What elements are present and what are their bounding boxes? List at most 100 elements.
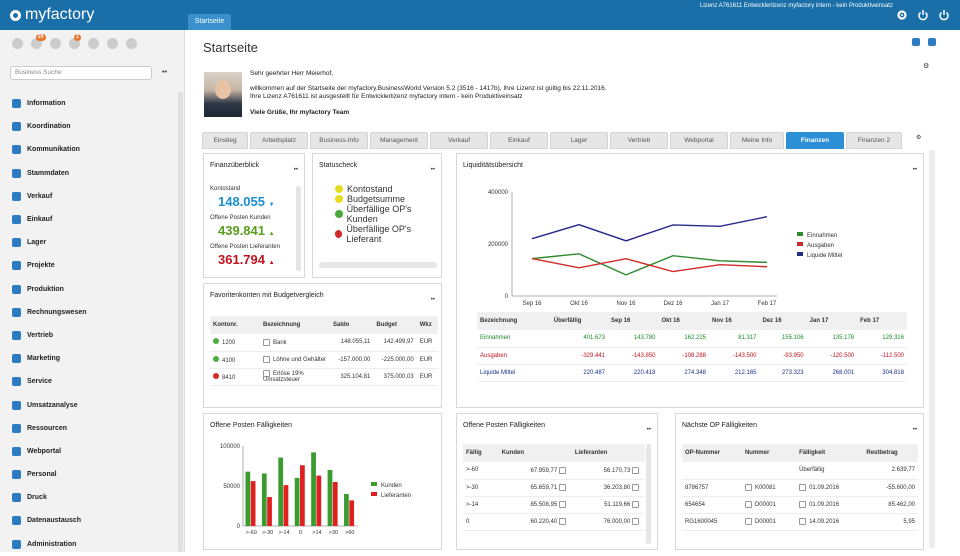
table-row[interactable]: >-60 67.959,77 56.170,73 <box>463 462 645 480</box>
sidebar-item-webportal[interactable]: Webportal <box>0 440 178 463</box>
tab-vertrieb[interactable]: Vertrieb <box>610 132 668 149</box>
detail-icon[interactable] <box>744 517 752 525</box>
panel-scrollbar[interactable] <box>296 186 301 271</box>
detail-icon[interactable] <box>263 369 270 377</box>
business-search-input[interactable]: Business Suche <box>10 66 152 80</box>
app-logo[interactable]: myfactory <box>10 6 94 24</box>
col-header[interactable]: Budget <box>373 316 417 334</box>
sidebar-item-vertrieb[interactable]: Vertrieb <box>0 324 178 347</box>
sidebar-item-datenaustausch[interactable]: Datenaustausch <box>0 509 178 532</box>
panel-scrollbar-horizontal[interactable] <box>319 262 437 268</box>
detail-icon[interactable] <box>632 483 639 491</box>
tab-einstieg[interactable]: Einstieg <box>202 132 248 149</box>
detail-icon[interactable] <box>799 500 807 508</box>
col-header[interactable]: Restbetrag <box>863 444 918 462</box>
sidebar-item-umsatzanalyse[interactable]: Umsatzanalyse <box>0 393 178 416</box>
col-header[interactable]: Fälligkeit <box>796 444 864 462</box>
col-header[interactable]: Bezeichnung <box>477 312 551 330</box>
sidebar-scrollbar[interactable] <box>178 92 183 552</box>
power-icon[interactable] <box>917 9 929 21</box>
sidebar-item-projekte[interactable]: Projekte <box>0 254 178 277</box>
tab-management[interactable]: Management <box>370 132 428 149</box>
sidebar-item-administration[interactable]: Administration <box>0 533 178 556</box>
settings-icon[interactable] <box>107 38 118 49</box>
collapse-icon[interactable] <box>126 38 137 49</box>
tab-startseite[interactable]: Startseite <box>188 14 231 30</box>
sidebar-item-ressourcen[interactable]: Ressourcen <box>0 417 178 440</box>
col-header[interactable]: Bezeichnung <box>260 316 330 334</box>
col-header[interactable]: Lieferanten <box>571 444 645 462</box>
search-options-icon[interactable]: •• <box>162 69 167 76</box>
tab-meine-info[interactable]: Meine Info <box>730 132 784 149</box>
sidebar-item-rechnungswesen[interactable]: Rechnungswesen <box>0 301 178 324</box>
sidebar-item-produktion[interactable]: Produktion <box>0 278 178 301</box>
tab-business-info[interactable]: Business-Info <box>310 132 368 149</box>
col-header[interactable]: Jan 17 <box>806 312 858 330</box>
col-header[interactable]: Kunden <box>498 444 572 462</box>
table-row[interactable]: Überfällig 2.639,77 <box>682 462 918 480</box>
tab-lager[interactable]: Lager <box>550 132 608 149</box>
tasks-icon[interactable]: 2 <box>69 34 81 49</box>
info-icon[interactable] <box>88 38 99 49</box>
col-header[interactable]: Überfällig <box>550 312 609 330</box>
sidebar-item-druck[interactable]: Druck <box>0 486 178 509</box>
panel-scrollbar[interactable] <box>646 444 651 544</box>
detail-icon[interactable] <box>799 517 807 525</box>
sidebar-item-verkauf[interactable]: Verkauf <box>0 185 178 208</box>
col-header[interactable]: Dez 16 <box>759 312 807 330</box>
detail-icon[interactable] <box>632 500 639 508</box>
col-header[interactable]: Saldo <box>330 316 374 334</box>
tab-arbeitsplatz[interactable]: Arbeitsplatz <box>250 132 308 149</box>
tab-finanzen[interactable]: Finanzen <box>786 132 844 149</box>
sidebar-item-information[interactable]: Information <box>0 92 178 115</box>
sidebar-item-koordination[interactable]: Koordination <box>0 115 178 138</box>
tab-einkauf[interactable]: Einkauf <box>490 132 548 149</box>
panel-settings-icon[interactable]: •• <box>430 167 435 173</box>
sidebar-item-kommunikation[interactable]: Kommunikation <box>0 138 178 161</box>
sidebar-item-einkauf[interactable]: Einkauf <box>0 208 178 231</box>
detail-icon[interactable] <box>558 500 566 508</box>
detail-icon[interactable] <box>632 466 639 474</box>
detail-icon[interactable] <box>799 483 807 491</box>
table-row[interactable]: 0 60.220,40 76.000,00 <box>463 513 645 531</box>
panel-settings-icon[interactable]: •• <box>912 167 917 173</box>
tab-options-icon[interactable]: ⚙ <box>916 135 922 141</box>
col-header[interactable]: Sep 16 <box>608 312 659 330</box>
detail-icon[interactable] <box>558 466 566 474</box>
table-row[interactable]: 8410 Erlöse 19% Umsatzsteuer 325.104,81 375… <box>210 368 438 386</box>
table-row[interactable]: Einnahmen 401.673 143.780 162.225 81.317 155.… <box>477 330 907 348</box>
col-header[interactable]: Feb 17 <box>857 312 907 330</box>
tab-finanzen-2[interactable]: Finanzen 2 <box>846 132 902 149</box>
sidebar-item-lager[interactable]: Lager <box>0 231 178 254</box>
sidebar-item-personal[interactable]: Personal <box>0 463 178 486</box>
table-row[interactable]: 1200 Bank 148.055,11 142.499,97 EUR <box>210 334 438 352</box>
sidebar-item-stammdaten[interactable]: Stammdaten <box>0 162 178 185</box>
table-row[interactable]: RG1600045 D00001 14.09.2016 5,95 <box>682 513 918 531</box>
help-icon[interactable] <box>928 38 936 46</box>
bell-icon[interactable] <box>12 38 23 49</box>
detail-icon[interactable] <box>263 355 270 363</box>
table-row[interactable]: Ausgaben -329.441 -143.850 -108.288 -143.500… <box>477 347 907 365</box>
col-header[interactable]: OP-Nummer <box>682 444 742 462</box>
table-row[interactable]: >-30 65.659,71 36.203,80 <box>463 479 645 497</box>
panel-settings-icon[interactable]: •• <box>912 427 917 433</box>
col-header[interactable]: Nov 16 <box>709 312 760 330</box>
col-header[interactable]: Nummer <box>741 444 797 462</box>
detail-icon[interactable] <box>558 483 566 491</box>
table-row[interactable]: 4100 Löhne und Gehälter -157.000,00 -225.00… <box>210 351 438 369</box>
detail-icon[interactable] <box>744 500 752 508</box>
detail-icon[interactable] <box>263 338 270 346</box>
tab-verkauf[interactable]: Verkauf <box>430 132 488 149</box>
table-row[interactable]: >-14 85.508,95 51.119,66 <box>463 496 645 514</box>
mail-icon[interactable] <box>912 38 920 46</box>
messages-icon[interactable]: 20 <box>31 34 46 49</box>
calendar-icon[interactable] <box>50 38 61 49</box>
col-header[interactable]: Kontonr. <box>210 316 260 334</box>
sidebar-item-marketing[interactable]: Marketing <box>0 347 178 370</box>
tab-webportal[interactable]: Webportal <box>670 132 728 149</box>
col-header[interactable]: Okt 16 <box>658 312 710 330</box>
page-settings-icon[interactable]: ⚙ <box>923 63 930 70</box>
table-row[interactable]: 654654 D00001 01.09.2016 85.462,00 <box>682 496 918 514</box>
panel-settings-icon[interactable]: •• <box>430 297 435 303</box>
table-row[interactable]: Liquide Mittel 220.487 220.418 274.348 212.1… <box>477 364 907 382</box>
